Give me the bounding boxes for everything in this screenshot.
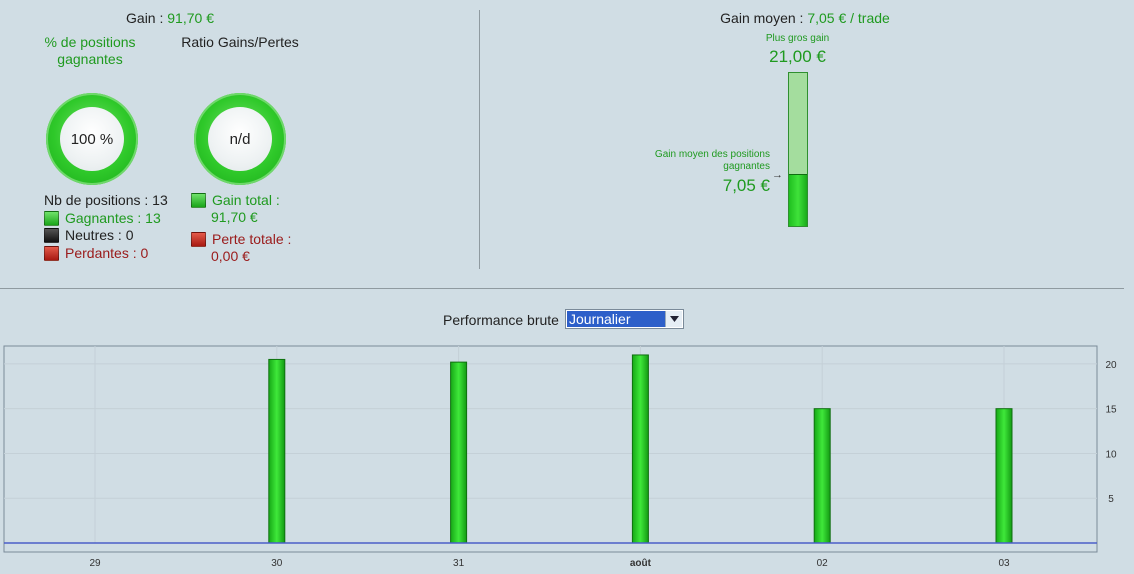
gain-value: 91,70 € (167, 10, 214, 26)
y-tick-label: 10 (1105, 449, 1117, 460)
gain-total-label: Gain total : (212, 192, 280, 208)
loss-total-label: Perte totale : (212, 231, 292, 247)
x-tick-label: 30 (271, 558, 283, 569)
red-square-icon (44, 245, 59, 261)
chart-bar-1[interactable] (268, 358, 286, 544)
average-gain-bar-fill (789, 173, 807, 226)
average-gain-bar (788, 72, 808, 227)
gain-loss-ratio-gauge: n/d (194, 93, 286, 185)
x-tick-label: 29 (89, 558, 101, 569)
average-gain-value: 7,05 € / trade (807, 10, 890, 26)
chart-bar-5[interactable] (995, 408, 1013, 544)
gain-title: Gain : 91,70 € (60, 10, 280, 26)
horizontal-divider (0, 288, 1124, 289)
average-gain-title: Gain moyen : 7,05 € / trade (680, 10, 930, 26)
y-tick-label: 15 (1105, 405, 1117, 416)
winning-row: Gagnantes : 13 (44, 210, 168, 228)
x-tick-label: août (630, 558, 652, 569)
chart-bar-4[interactable] (813, 408, 831, 544)
green-square-icon (191, 192, 206, 208)
totals: Gain total : 91,70 € Perte totale : 0,00… (191, 192, 291, 264)
plot-area (3, 345, 1098, 553)
y-tick-label: 5 (1108, 494, 1114, 505)
neutral-count: Neutres : 0 (65, 227, 134, 243)
red-square-icon (191, 231, 206, 247)
period-selected-value: Journalier (567, 311, 665, 327)
average-gain-prefix: Gain moyen : (720, 10, 808, 26)
winning-percentage-label: % de positions gagnantes (44, 34, 136, 67)
performance-label: Performance brute (443, 312, 559, 328)
losing-row: Perdantes : 0 (44, 245, 168, 263)
y-axis-ticks: 5 10 15 20 (1105, 360, 1117, 505)
x-axis-ticks: 29 30 31 août 02 03 (89, 558, 1010, 569)
x-tick-label: 02 (817, 558, 829, 569)
loss-total-value: 0,00 € (211, 247, 250, 264)
winning-count: Gagnantes : 13 (65, 209, 161, 226)
chart-bar-2[interactable] (450, 361, 468, 544)
average-winning-value: 7,05 € (722, 176, 770, 195)
average-winning-label-line1: Gain moyen des positions (654, 149, 770, 160)
gain-total-row: Gain total : (191, 192, 291, 209)
biggest-gain-label: Plus gros gain (765, 33, 830, 44)
winning-percentage-value: 100 % (60, 107, 124, 171)
gain-loss-ratio-value: n/d (208, 107, 272, 171)
performance-chart: 29 30 31 août 02 03 5 10 15 20 (3, 345, 1117, 569)
average-winning-label-line2: gagnantes (723, 161, 770, 172)
vertical-divider (479, 10, 480, 269)
losing-count: Perdantes : 0 (65, 244, 149, 261)
gain-loss-ratio-label: Ratio Gains/Pertes (181, 34, 299, 50)
x-tick-label: 31 (453, 558, 465, 569)
winning-percentage-gauge: 100 % (46, 93, 138, 185)
y-tick-label: 20 (1105, 360, 1117, 371)
black-square-icon (44, 228, 59, 244)
average-winning-label: Gain moyen des positions gagnantes (620, 149, 770, 173)
gain-prefix: Gain : (126, 10, 168, 26)
chevron-down-icon[interactable] (665, 311, 682, 327)
gain-total-value: 91,70 € (211, 208, 258, 225)
chart-bars (268, 354, 1013, 544)
x-tick-label: 03 (998, 558, 1010, 569)
positions-stats: Nb de positions : 13 Gagnantes : 13 Neut… (44, 192, 168, 262)
chart-bar-3[interactable] (631, 354, 649, 544)
neutral-row: Neutres : 0 (44, 227, 168, 245)
biggest-gain-value: 21,00 € (769, 47, 826, 66)
nb-positions: Nb de positions : 13 (44, 192, 168, 208)
loss-total-row: Perte totale : (191, 231, 291, 248)
period-select[interactable]: Journalier (565, 309, 684, 329)
arrow-right-icon: → (772, 169, 783, 181)
green-square-icon (44, 210, 59, 226)
